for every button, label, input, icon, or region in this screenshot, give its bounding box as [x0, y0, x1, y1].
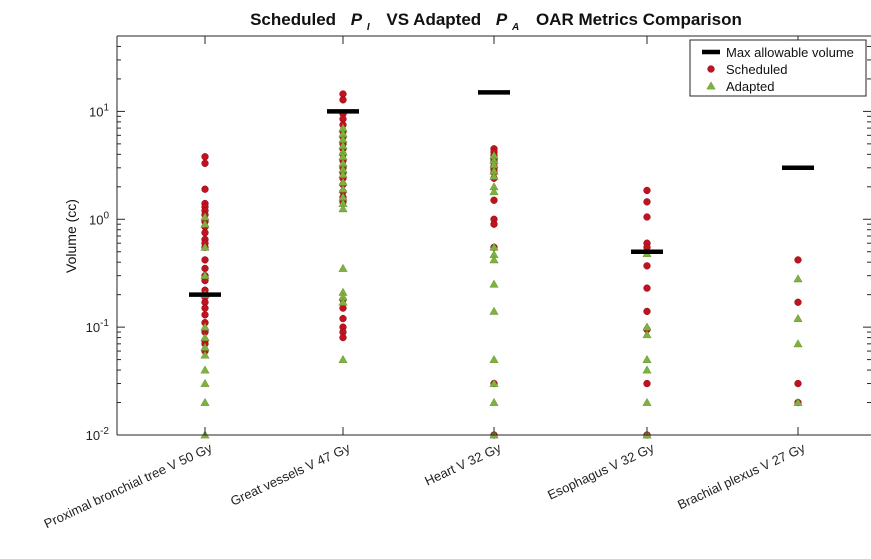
y-tick-label: 101 [89, 102, 109, 119]
adapted-point [642, 355, 652, 363]
adapted-point [200, 365, 210, 374]
scheduled-point [201, 153, 209, 161]
adapted-point [338, 204, 348, 213]
adapted-point [338, 184, 348, 193]
adapted-point [338, 297, 348, 306]
scheduled-point [794, 298, 802, 306]
adapted-point [200, 219, 210, 228]
y-tick-label-exponent: 1 [103, 102, 109, 113]
scheduled-point [643, 284, 651, 292]
y-tick-label-base: 10 [89, 212, 103, 227]
adapted-point [200, 242, 210, 251]
adapted-point [338, 355, 348, 363]
scheduled-point [490, 196, 498, 204]
x-category-label: Great vessels V 47 Gy [228, 440, 353, 509]
y-tick-label-exponent: -1 [100, 318, 109, 329]
y-tick-label: 10-2 [86, 426, 110, 443]
plot-area [117, 36, 871, 435]
scheduled-point [643, 213, 651, 221]
adapted-point [200, 322, 210, 331]
y-tick-label: 100 [89, 210, 109, 227]
adapted-point [489, 306, 499, 315]
scheduled-point [339, 304, 347, 312]
adapted-point [793, 397, 803, 406]
adapted-point [489, 171, 499, 180]
chart-title-part-2: VS Adapted [386, 10, 481, 29]
y-tick-label-base: 10 [86, 320, 100, 335]
legend-label: Scheduled [726, 62, 787, 77]
chart-title-symbol-1: P [351, 10, 363, 29]
legend-box [689, 39, 867, 97]
y-tick-label: 10-1 [86, 318, 110, 335]
adapted-point [200, 332, 210, 341]
adapted-point [489, 279, 499, 288]
adapted-point [338, 263, 348, 272]
chart-title-symbol-2: P [496, 10, 508, 29]
adapted-point [642, 365, 652, 374]
adapted-point [489, 255, 499, 264]
adapted-point [200, 378, 210, 387]
y-tick-label-base: 10 [86, 428, 100, 443]
legend-label: Max allowable volume [726, 45, 854, 60]
scheduled-point [339, 314, 347, 323]
y-tick-label-base: 10 [89, 104, 103, 119]
adapted-point [489, 378, 499, 387]
adapted-point [489, 397, 499, 406]
chart-title: Scheduled P I VS Adapted P A OAR Metrics… [250, 10, 742, 34]
y-tick-label-exponent: 0 [103, 210, 109, 221]
y-tick-label-exponent: -2 [100, 426, 109, 437]
adapted-point [200, 350, 210, 359]
x-category-label: Heart V 32 Gy [422, 440, 503, 489]
adapted-point [642, 330, 652, 339]
adapted-point [793, 313, 803, 322]
adapted-point [793, 339, 803, 348]
legend-swatch-adapted [706, 81, 716, 90]
scheduled-point [643, 198, 651, 206]
scheduled-point [201, 304, 209, 312]
legend-swatch-scheduled [707, 65, 715, 73]
adapted-point [200, 397, 210, 406]
x-category-label: Proximal bronchial tree V 50 Gy [42, 440, 215, 531]
scheduled-point [201, 229, 209, 237]
scheduled-point [794, 379, 802, 388]
adapted-point [489, 355, 499, 363]
scheduled-point [201, 185, 209, 193]
scheduled-point [643, 262, 651, 270]
adapted-point [793, 274, 803, 283]
scheduled-point [339, 333, 347, 342]
scheduled-point [201, 256, 209, 264]
legend: Max allowable volume Scheduled Adapted [689, 39, 867, 97]
scheduled-point [339, 96, 347, 104]
x-category-label: Esophagus V 32 Gy [545, 440, 657, 503]
scheduled-point [643, 307, 651, 316]
scheduled-point [643, 379, 651, 388]
scheduled-point [201, 311, 209, 319]
chart-title-part-1: Scheduled [250, 10, 336, 29]
scheduled-point [201, 159, 209, 167]
scheduled-point [643, 186, 651, 195]
legend-label: Adapted [726, 79, 774, 94]
scheduled-point [490, 220, 498, 228]
x-category-label: Brachial plexus V 27 Gy [675, 440, 808, 512]
chart-title-subscript-2: A [511, 22, 519, 33]
y-axis-label: Volume (cc) [63, 199, 79, 273]
scheduled-point [794, 256, 802, 264]
adapted-point [642, 397, 652, 406]
adapted-point [200, 271, 210, 280]
adapted-point [338, 169, 348, 178]
adapted-point [489, 187, 499, 196]
scheduled-point [201, 264, 209, 273]
adapted-point [200, 342, 210, 351]
data-marks [189, 90, 814, 439]
chart-title-subscript-1: I [367, 22, 370, 33]
chart-title-part-3: OAR Metrics Comparison [536, 10, 742, 29]
